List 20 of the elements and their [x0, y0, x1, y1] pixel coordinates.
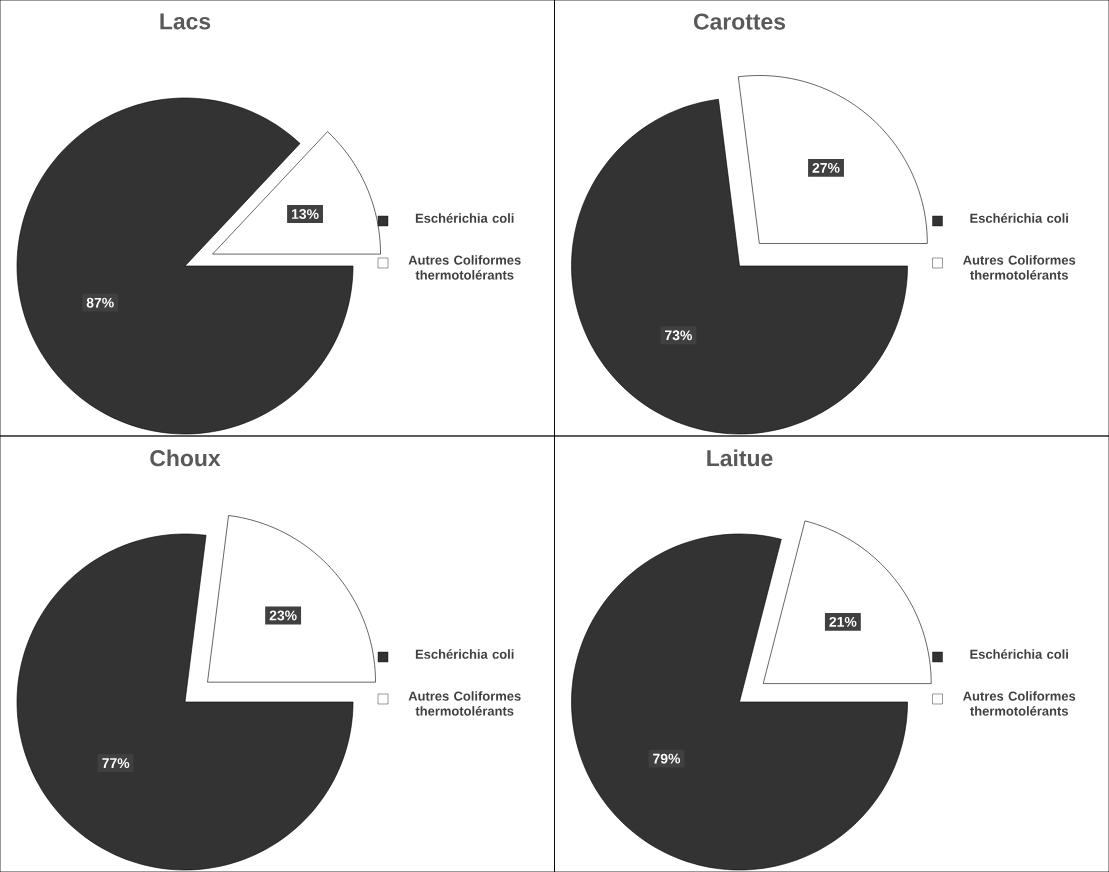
data-label: 23%: [269, 610, 297, 621]
legend-label: Eschérichia coli: [970, 213, 1068, 223]
data-label: 73%: [665, 330, 692, 341]
legend-label: Autres Coliformes thermotolérants: [963, 691, 1076, 716]
data-label: 77%: [102, 758, 130, 769]
chart-title: Choux: [150, 449, 221, 467]
legend-label: Eschérichia coli: [415, 213, 514, 223]
data-label: 13%: [291, 209, 319, 219]
legend-label: Autres Coliformes thermotolérants: [408, 255, 521, 280]
chart-title: Carottes: [693, 13, 786, 30]
data-label: 87%: [86, 297, 114, 308]
data-label: 21%: [829, 616, 857, 627]
legend-label: Autres Coliformes thermotolérants: [963, 255, 1076, 280]
data-label: 27%: [812, 162, 840, 173]
data-label: 79%: [653, 753, 681, 764]
chart-title: Lacs: [160, 13, 211, 30]
legend-label: Eschérichia coli: [970, 649, 1068, 659]
chart-title: Laitue: [707, 449, 773, 467]
legend-label: Eschérichia coli: [415, 649, 514, 659]
legend-label: Autres Coliformes thermotolérants: [408, 691, 521, 716]
